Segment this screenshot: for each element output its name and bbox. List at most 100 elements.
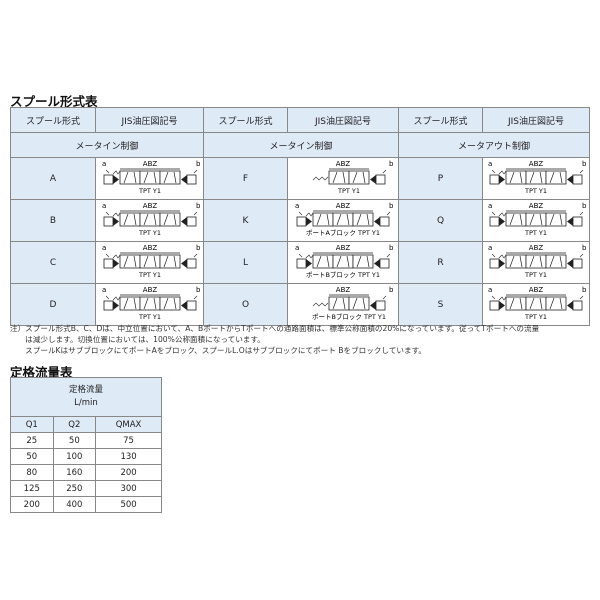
flow-row: 200 400 500: [10, 496, 162, 513]
hydraulic-symbol: a b ABZ ポートBブロック TPT Y1: [295, 244, 394, 279]
flow-table-title: 定格流量表: [10, 365, 73, 380]
flow-cell: 400: [52, 496, 97, 513]
col-header-symbol: JIS油圧図記号: [287, 107, 399, 133]
symbol-cell: a b ABZ TPT Y1: [482, 199, 590, 242]
spool-type: B: [10, 199, 96, 242]
symbol-a-label: a: [102, 244, 106, 252]
spool-type: C: [10, 241, 96, 284]
symbol-bottom-label: ポートAブロック TPT Y1: [306, 228, 380, 237]
symbol-a-label: a: [102, 202, 106, 210]
note-line: 注）スプール形式B、C、Dは、中立位置において、A、BポートからTポートへの通路…: [10, 324, 540, 333]
symbol-port-label: ABZ: [336, 244, 351, 252]
flow-cell: 500: [95, 496, 162, 513]
flow-unit: L/min: [74, 398, 98, 408]
flow-header: 定格流量: [68, 385, 103, 395]
symbol-cell: a b ABZ TPT Y1: [482, 241, 590, 284]
symbol-port-label: ABZ: [336, 286, 351, 294]
spool-type: R: [398, 241, 483, 284]
symbol-port-label: ABZ: [142, 202, 157, 210]
col-header-spool: スプール形式: [398, 107, 483, 133]
flow-table: 定格流量 L/min Q1 Q2 QMAX 25 50 75 50 100 130 80 16…: [10, 377, 162, 513]
spool-type: P: [398, 157, 483, 200]
spool-type: S: [398, 283, 483, 326]
group-meter-in: メータイン制御: [10, 132, 204, 158]
hydraulic-symbol: a b ABZ TPT Y1: [102, 202, 201, 237]
symbol-cell: b ABZ TPT Y1: [287, 157, 399, 200]
symbol-bottom-label: TPT Y1: [137, 271, 160, 279]
notes: 注）スプール形式B、C、Dは、中立位置において、A、BポートからTポートへの通路…: [10, 323, 595, 356]
spool-type: D: [10, 283, 96, 326]
spool-type: Q: [398, 199, 483, 242]
symbol-cell: b ABZ ポートBブロック TPT Y1: [287, 283, 399, 326]
col-header-spool: スプール形式: [203, 107, 288, 133]
symbol-port-label: ABZ: [529, 202, 544, 210]
symbol-a-label: a: [102, 286, 106, 294]
flow-cell: 200: [10, 496, 54, 513]
symbol-cell: a b ABZ TPT Y1: [95, 241, 204, 284]
symbol-b-label: b: [582, 160, 587, 168]
flow-cell: 250: [52, 480, 97, 497]
symbol-a-label: a: [488, 286, 492, 294]
spool-type: A: [10, 157, 96, 200]
flow-row: 50 100 130: [10, 448, 162, 465]
flow-cell: 80: [10, 464, 54, 481]
hydraulic-symbol: a b ABZ TPT Y1: [488, 244, 587, 279]
flow-cell: 125: [10, 480, 54, 497]
spool-table-title: スプール形式表: [10, 94, 98, 109]
symbol-port-label: ABZ: [529, 286, 544, 294]
symbol-port-label: ABZ: [529, 244, 544, 252]
col-header-spool: スプール形式: [10, 107, 96, 133]
flow-cell: 50: [52, 432, 97, 449]
symbol-bottom-label: ポートBブロック TPT Y1: [306, 270, 380, 279]
note-line: スプールKはサブブロックにてポートAをブロック、スプールL.Oはサブブロックにて…: [10, 346, 427, 355]
symbol-port-label: ABZ: [529, 160, 544, 168]
symbol-cell: a b ABZ TPT Y1: [95, 199, 204, 242]
symbol-cell: a b ABZ TPT Y1: [482, 283, 590, 326]
symbol-bottom-label: TPT Y1: [137, 187, 160, 195]
flow-cell: 25: [10, 432, 54, 449]
symbol-b-label: b: [582, 244, 587, 252]
symbol-a-label: a: [295, 202, 299, 210]
flow-cell: 50: [10, 448, 54, 465]
spool-type: F: [203, 157, 288, 200]
spool-type: L: [203, 241, 288, 284]
col-q2: Q2: [52, 416, 97, 433]
symbol-cell: a b ABZ ポートAブロック TPT Y1: [287, 199, 399, 242]
symbol-b-label: b: [196, 286, 201, 294]
flow-row: 125 250 300: [10, 480, 162, 497]
col-qmax: QMAX: [95, 416, 162, 433]
hydraulic-symbol: a b ABZ TPT Y1: [102, 160, 201, 195]
spool-type: K: [203, 199, 288, 242]
symbol-b-label: b: [582, 202, 587, 210]
symbol-b-label: b: [196, 244, 201, 252]
hydraulic-symbol: a b ABZ TPT Y1: [488, 286, 587, 321]
symbol-a-label: a: [295, 244, 299, 252]
symbol-a-label: a: [488, 244, 492, 252]
symbol-bottom-label: ポートBブロック TPT Y1: [312, 312, 386, 321]
symbol-b-label: b: [389, 244, 394, 252]
symbol-bottom-label: TPT Y1: [137, 229, 160, 237]
hydraulic-symbol: a b ABZ ポートAブロック TPT Y1: [295, 202, 394, 237]
symbol-bottom-label: TPT Y1: [137, 313, 160, 321]
hydraulic-symbol: a b ABZ TPT Y1: [488, 202, 587, 237]
flow-cell: 300: [95, 480, 162, 497]
symbol-cell: a b ABZ TPT Y1: [95, 157, 204, 200]
symbol-port-label: ABZ: [142, 286, 157, 294]
spool-type: O: [203, 283, 288, 326]
symbol-bottom-label: TPT Y1: [524, 271, 547, 279]
hydraulic-symbol: a b ABZ TPT Y1: [488, 160, 587, 195]
symbol-port-label: ABZ: [142, 160, 157, 168]
symbol-port-label: ABZ: [142, 244, 157, 252]
symbol-b-label: b: [196, 160, 201, 168]
flow-cell: 100: [52, 448, 97, 465]
group-meter-out: メータアウト制御: [398, 132, 590, 158]
symbol-cell: a b ABZ ポートBブロック TPT Y1: [287, 241, 399, 284]
symbol-b-label: b: [389, 202, 394, 210]
symbol-b-label: b: [582, 286, 587, 294]
flow-row: 25 50 75: [10, 432, 162, 449]
hydraulic-symbol: b ABZ ポートBブロック TPT Y1: [312, 286, 394, 321]
